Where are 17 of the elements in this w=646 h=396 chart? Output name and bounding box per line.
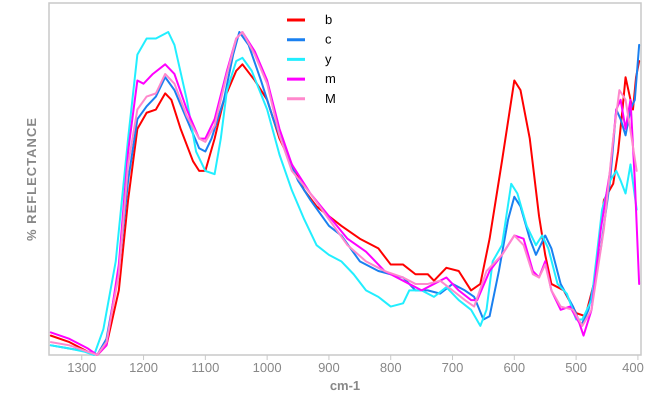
x-tick-label: 600 <box>503 360 526 375</box>
x-tick-label: 700 <box>442 360 464 375</box>
x-tick-label: 800 <box>380 360 402 375</box>
legend-label: M <box>325 90 336 106</box>
x-tick-label: 1200 <box>129 360 158 375</box>
legend-label: y <box>325 51 332 66</box>
legend-label: m <box>325 71 336 86</box>
legend-label: b <box>325 12 332 27</box>
x-tick-label: 1000 <box>252 360 282 375</box>
x-tick-label: 1100 <box>191 360 220 375</box>
x-tick-label: 1300 <box>67 360 96 375</box>
y-axis-title: % REFLECTANCE <box>24 117 39 241</box>
legend-label: c <box>325 32 332 47</box>
x-tick-label: 900 <box>318 360 340 375</box>
x-tick-label: 400 <box>622 360 644 375</box>
x-axis-title: cm-1 <box>330 378 360 393</box>
x-tick-label: 500 <box>565 360 587 375</box>
